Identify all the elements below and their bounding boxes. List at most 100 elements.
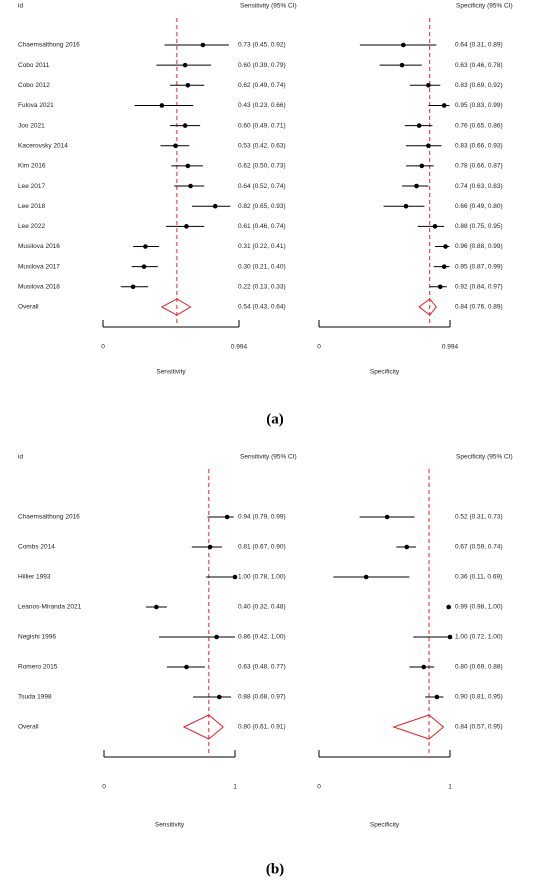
point-estimate [207,544,213,550]
point-estimate [414,183,419,189]
point-estimate [432,224,438,229]
point-estimate [441,103,447,108]
estimate-label: 0.84 (0.76, 0.89) [455,304,503,311]
x-tick-label: 1 [448,784,452,791]
point-estimate [130,284,136,290]
estimate-label: 0.31 (0.22, 0.41) [238,243,286,250]
study-label: Musilova 2017 [18,263,60,270]
estimate-label: 0.40 (0.32, 0.48) [238,604,286,611]
estimate-label: 0.74 (0.63, 0.83) [455,183,503,190]
estimate-label: 0.30 (0.21, 0.40) [238,263,286,270]
column-header: Specificity (95% CI) [456,3,513,10]
point-estimate [404,544,410,550]
study-label: Musilova 2018 [18,284,60,291]
overall-diamond [418,298,437,316]
study-label: Fulova 2021 [18,102,54,109]
overall-diamond [182,714,224,740]
x-tick-label: 0 [101,344,105,351]
study-label: Leanos-Miranda 2021 [18,604,82,611]
study-label: Kacerovsky 2014 [18,142,68,149]
estimate-label: 0.54 (0.43, 0.64) [238,304,286,311]
estimate-label: 0.92 (0.84, 0.97) [455,284,503,291]
estimate-label: 0.88 (0.68, 0.97) [238,694,286,701]
point-estimate [154,604,159,610]
point-estimate [214,634,219,640]
point-estimate [184,224,189,229]
study-label: Tsuda 1998 [18,694,52,701]
estimate-label: 0.80 (0.69, 0.88) [455,664,503,671]
study-label: Joo 2021 [18,122,45,129]
estimate-label: 0.95 (0.83, 0.99) [455,102,503,109]
point-estimate [416,123,422,128]
point-estimate [141,264,147,269]
study-label: Chaemsalthong 2016 [18,514,80,521]
axis-title: Specificity [370,369,400,376]
estimate-label: 0.52 (0.31, 0.73) [455,514,503,521]
estimate-label: 0.53 (0.42, 0.63) [238,142,286,149]
estimate-label: 0.66 (0.49, 0.80) [455,203,503,210]
study-label: Hillier 1993 [18,574,51,581]
estimate-label: 0.81 (0.67, 0.90) [238,544,286,551]
axis-title: Specificity [370,822,400,829]
column-header: Sensitivity (95% CI) [240,454,297,461]
point-estimate [384,514,390,520]
estimate-label: 0.90 (0.81, 0.95) [455,694,503,701]
estimate-label: 0.62 (0.50, 0.73) [238,163,286,170]
estimate-label: 0.78 (0.66, 0.87) [455,163,503,170]
estimate-label: 0.60 (0.39, 0.79) [238,62,286,69]
point-estimate [224,514,230,520]
estimate-label: 0.60 (0.49, 0.71) [238,122,286,129]
estimate-label: 0.84 (0.57, 0.95) [455,724,503,731]
estimate-label: 0.64 (0.31, 0.89) [455,42,503,49]
point-estimate [185,83,191,88]
point-estimate [443,244,448,249]
point-estimate [212,203,218,209]
estimate-label: 0.83 (0.66, 0.93) [455,142,503,149]
point-estimate [446,604,451,610]
panel-label: (b) [266,861,284,877]
study-label: Lee 2022 [18,223,45,230]
point-estimate [159,103,165,108]
study-label: Lee 2018 [18,203,45,210]
point-estimate [182,123,188,128]
estimate-label: 0.63 (0.46, 0.78) [455,62,503,69]
point-estimate [447,634,453,640]
study-label: Romero 2015 [18,664,58,671]
x-tick-label: 0 [317,784,321,791]
x-tick-label: 1 [233,784,237,791]
estimate-label: 0.67 (0.59, 0.74) [455,544,503,551]
estimate-label: 0.62 (0.49, 0.74) [238,82,286,89]
point-estimate [403,203,409,209]
point-estimate [184,664,189,670]
estimate-label: 0.61 (0.46, 0.74) [238,223,286,230]
point-estimate [143,244,148,249]
axis-title: Sensitivity [155,822,185,829]
study-label: Lee 2017 [18,183,45,190]
overall-diamond [392,714,445,740]
point-estimate [399,62,405,68]
column-header: id [18,454,23,461]
column-header: id [18,3,23,10]
study-label: Overall [18,724,39,731]
axis-title: Sensitivity [156,369,186,376]
estimate-label: 0.63 (0.48, 0.77) [238,664,286,671]
estimate-label: 0.94 (0.79, 0.99) [238,514,286,521]
point-estimate [216,694,222,700]
estimate-label: 0.36 (0.11, 0.69) [455,574,502,581]
estimate-label: 0.88 (0.75, 0.95) [455,223,503,230]
estimate-label: 0.64 (0.52, 0.74) [238,183,286,190]
estimate-label: 0.86 (0.42, 1.00) [238,634,286,641]
estimate-label: 0.82 (0.65, 0.93) [238,203,286,210]
point-estimate [437,284,443,290]
study-label: Overall [18,304,39,311]
study-label: Cobo 2011 [18,62,50,69]
x-tick-label: 0 [317,344,321,351]
study-label: Musilova 2016 [18,243,60,250]
estimate-label: 0.95 (0.87, 0.99) [455,263,503,270]
estimate-label: 0.80 (0.61, 0.91) [238,724,286,731]
column-header: Sensitivity (95% CI) [240,3,297,10]
point-estimate [182,62,188,68]
point-estimate [419,163,425,169]
point-estimate [426,83,431,88]
